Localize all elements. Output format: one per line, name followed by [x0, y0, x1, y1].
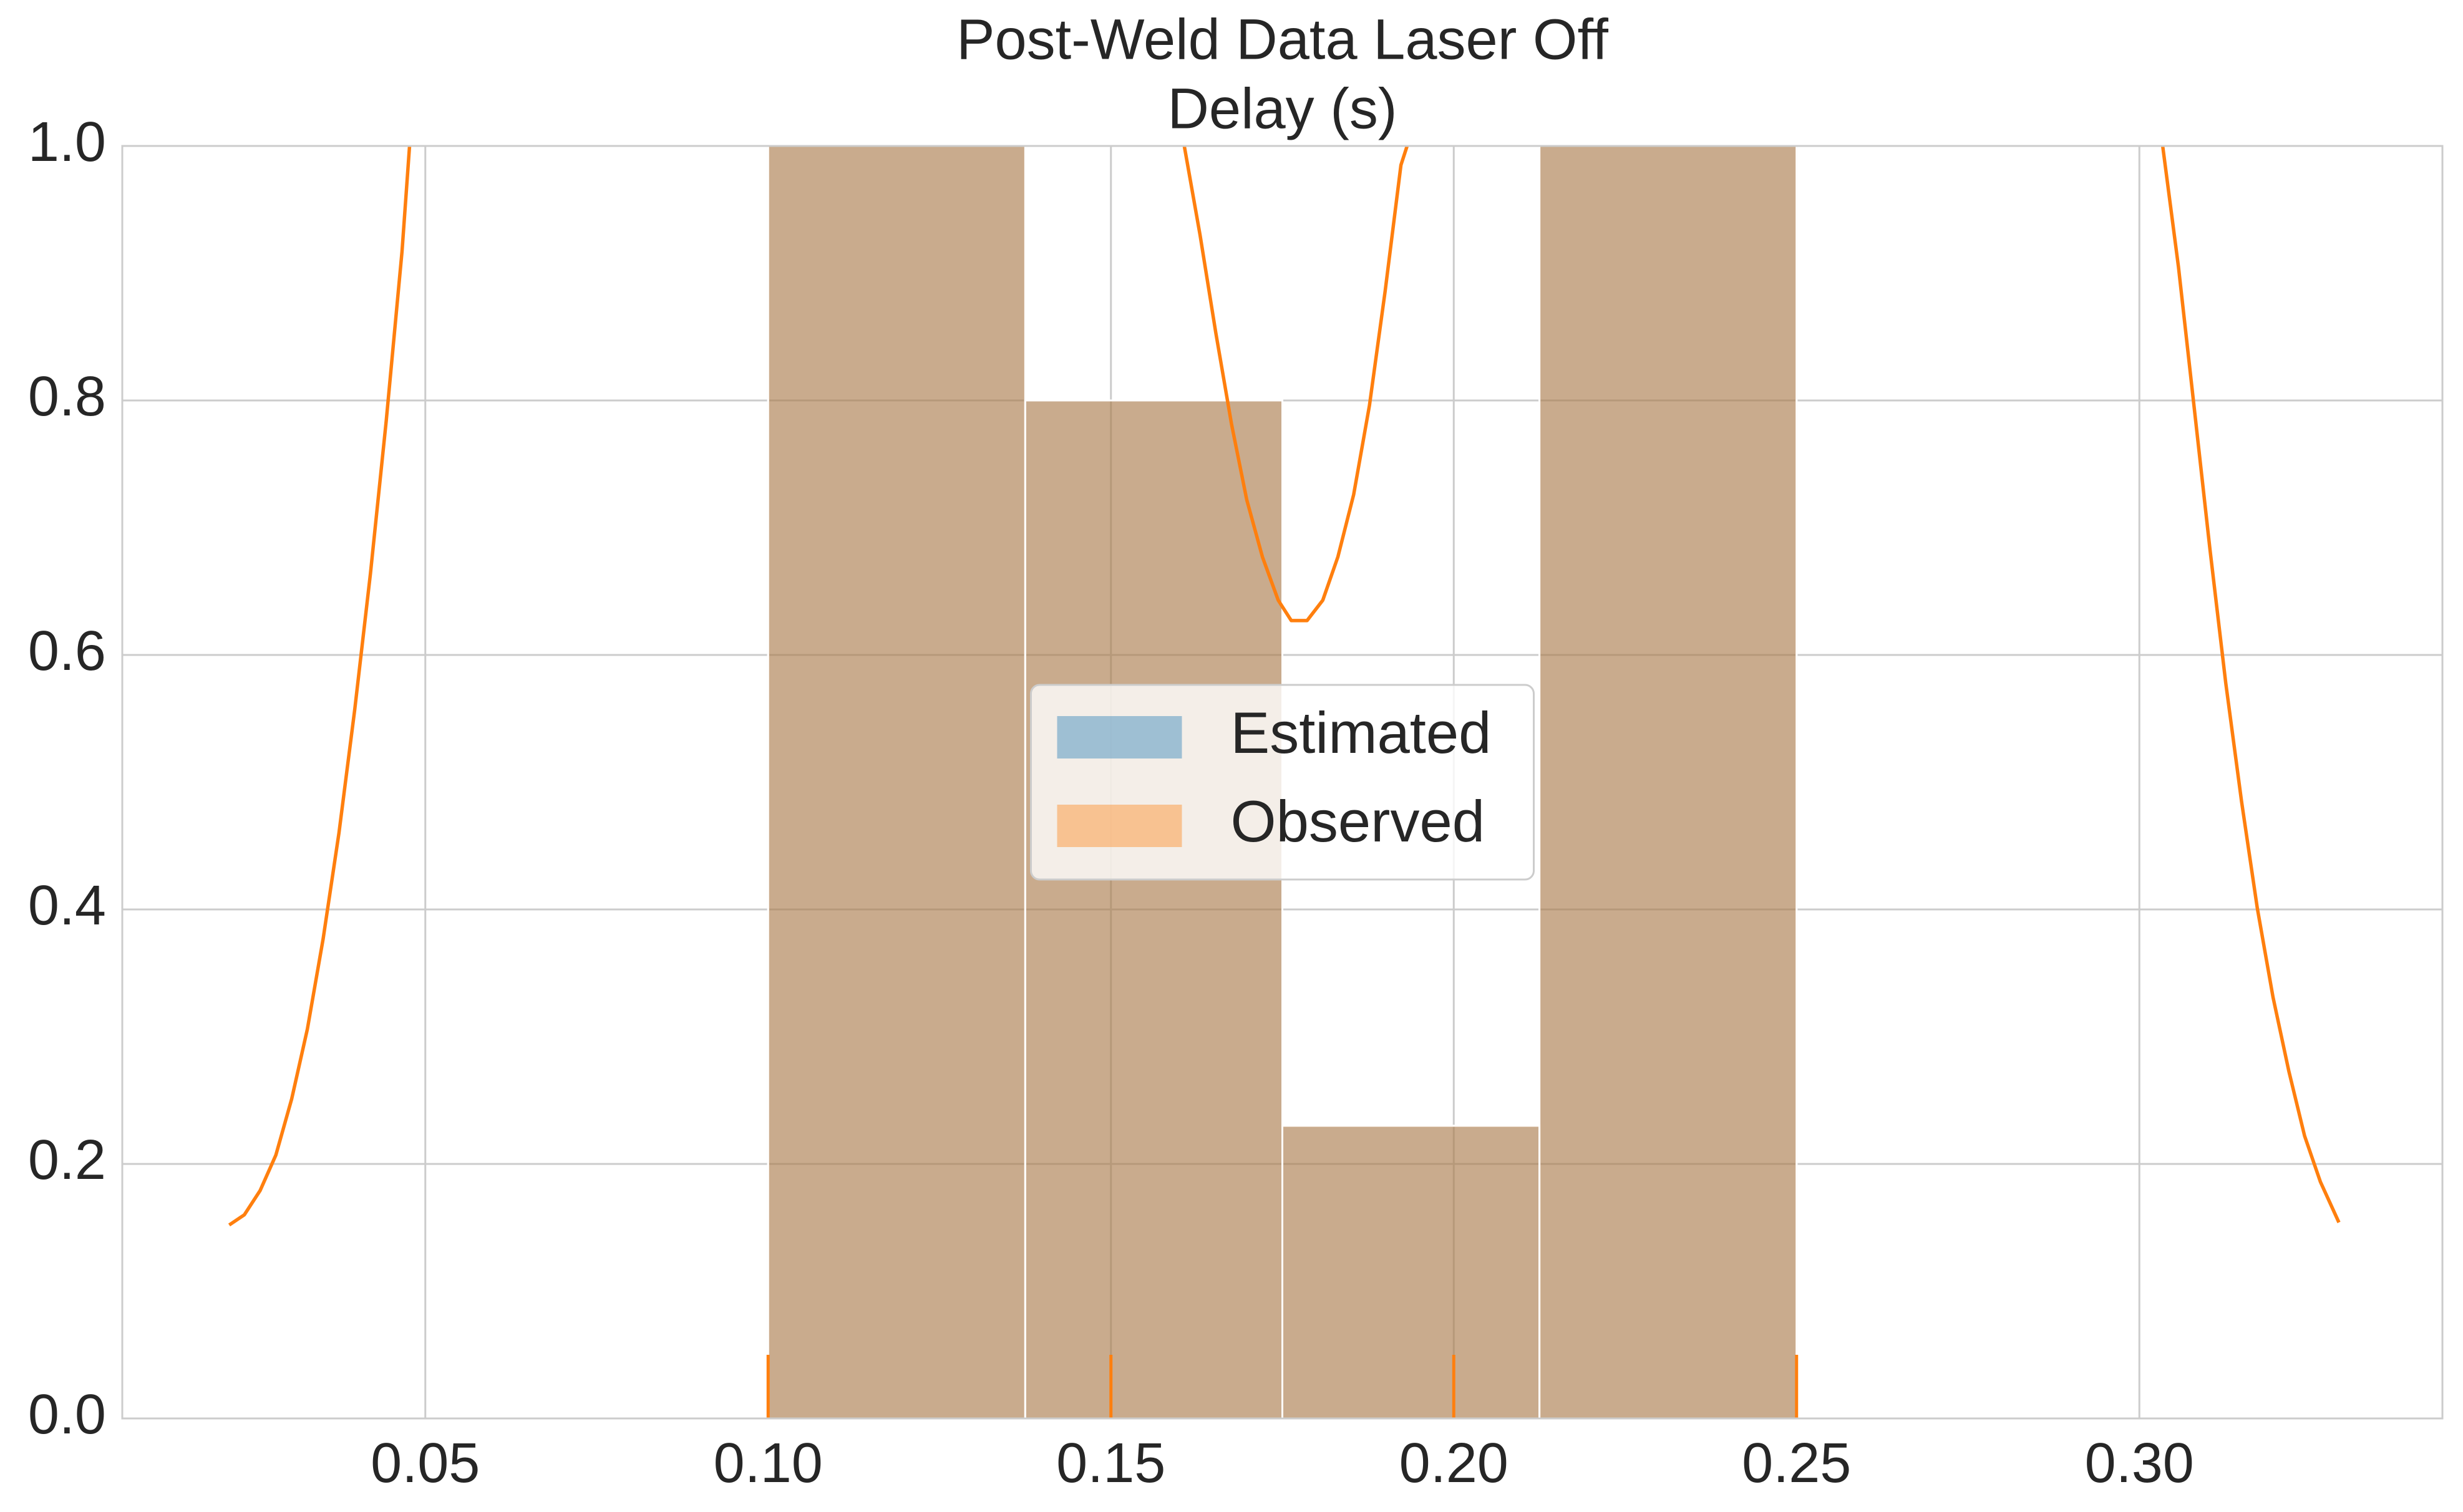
y-tick-label: 0.6	[28, 620, 106, 682]
y-tick-label: 0.2	[28, 1129, 106, 1191]
plot-frame	[121, 145, 2444, 1420]
bar	[767, 146, 1026, 1418]
bar	[1024, 399, 1284, 1418]
y-tick-label: 0.8	[28, 366, 106, 428]
kde-line	[228, 146, 2341, 1227]
legend-swatch	[1057, 805, 1182, 847]
legend: Estimated Observed	[1030, 684, 1535, 881]
x-tick-label: 0.20	[1399, 1432, 1508, 1495]
chart-title: Delay (s)	[1167, 77, 1397, 140]
x-tick-label: 0.25	[1742, 1432, 1851, 1495]
legend-label: Observed	[1231, 788, 1485, 854]
y-tick-label: 0.0	[28, 1384, 106, 1446]
bar	[1538, 146, 1798, 1418]
lines	[228, 146, 2341, 1418]
x-tick-label: 0.10	[714, 1432, 823, 1495]
bar	[767, 146, 1026, 1418]
bar	[1281, 1125, 1541, 1418]
legend-box	[1030, 684, 1535, 881]
x-tick-label: 0.30	[2085, 1432, 2194, 1495]
y-tick-label: 0.4	[28, 875, 106, 937]
y-tick-label: 1.0	[28, 111, 106, 173]
chart-title: Post-Weld Data Laser Off	[956, 7, 1608, 71]
legend-swatch	[1057, 716, 1182, 758]
x-tick-label: 0.15	[1056, 1432, 1165, 1495]
bar	[1281, 1125, 1541, 1418]
x-tick-label: 0.05	[371, 1432, 480, 1495]
legend-label: Estimated	[1231, 700, 1492, 765]
bars	[767, 146, 1798, 1418]
